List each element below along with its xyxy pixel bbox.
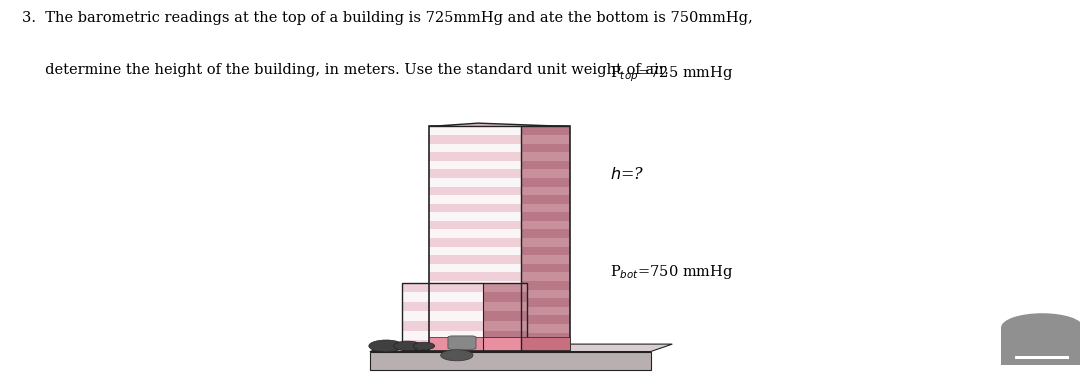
Text: P$_{top}$=725 mmHg: P$_{top}$=725 mmHg xyxy=(610,65,733,84)
Bar xyxy=(522,221,570,230)
Circle shape xyxy=(369,340,404,352)
Bar xyxy=(484,311,527,321)
Bar xyxy=(522,152,570,161)
Bar xyxy=(484,292,527,302)
Bar xyxy=(430,204,522,212)
Bar xyxy=(430,195,522,204)
Text: P$_{bot}$=750 mmHg: P$_{bot}$=750 mmHg xyxy=(610,263,733,280)
Bar xyxy=(522,333,570,341)
Bar xyxy=(522,230,570,238)
Bar xyxy=(402,283,484,292)
Bar xyxy=(522,135,570,144)
Bar xyxy=(430,135,522,144)
Bar xyxy=(402,331,484,340)
Bar xyxy=(484,302,527,311)
Bar xyxy=(522,272,570,281)
Bar xyxy=(1001,327,1080,365)
Bar xyxy=(484,283,527,292)
Bar xyxy=(430,324,522,333)
Bar xyxy=(430,272,522,281)
Bar xyxy=(522,187,570,195)
Bar xyxy=(369,352,650,370)
Bar xyxy=(430,247,522,255)
Bar xyxy=(522,247,570,255)
Text: determine the height of the building, in meters. Use the standard unit weight of: determine the height of the building, in… xyxy=(22,63,669,77)
Bar xyxy=(430,298,522,307)
Bar xyxy=(484,340,527,350)
Bar xyxy=(1015,356,1069,359)
Bar xyxy=(522,337,570,350)
Bar xyxy=(484,321,527,331)
Text: 3.  The barometric readings at the top of a building is 725mmHg and ate the bott: 3. The barometric readings at the top of… xyxy=(22,11,753,25)
Bar xyxy=(402,283,527,350)
Bar xyxy=(430,255,522,264)
Bar xyxy=(430,178,522,187)
Bar xyxy=(430,281,522,289)
Bar xyxy=(522,255,570,264)
Bar xyxy=(522,238,570,247)
Bar xyxy=(522,289,570,298)
Bar xyxy=(430,333,522,341)
Bar xyxy=(522,212,570,221)
Circle shape xyxy=(441,350,473,361)
Bar xyxy=(430,126,570,350)
Bar xyxy=(522,195,570,204)
Bar xyxy=(484,331,527,340)
Bar xyxy=(522,315,570,324)
Bar xyxy=(402,311,484,321)
Bar xyxy=(430,307,522,315)
Bar xyxy=(430,230,522,238)
FancyBboxPatch shape xyxy=(448,336,476,349)
Bar xyxy=(522,161,570,169)
Polygon shape xyxy=(369,344,672,352)
Bar xyxy=(522,178,570,187)
Bar xyxy=(430,187,522,195)
Bar xyxy=(430,341,522,350)
Bar xyxy=(522,341,570,350)
Bar xyxy=(522,204,570,212)
Bar xyxy=(402,340,484,350)
Bar xyxy=(430,169,522,178)
Bar xyxy=(402,321,484,331)
Bar xyxy=(430,264,522,272)
Bar xyxy=(522,126,570,135)
Circle shape xyxy=(394,341,422,351)
Polygon shape xyxy=(430,123,570,126)
Bar xyxy=(430,289,522,298)
Circle shape xyxy=(414,342,435,350)
Bar xyxy=(430,212,522,221)
Bar xyxy=(402,292,484,302)
Bar xyxy=(430,337,522,350)
Bar xyxy=(430,238,522,247)
Bar xyxy=(522,281,570,289)
Bar xyxy=(402,302,484,311)
Wedge shape xyxy=(1001,313,1080,327)
Bar xyxy=(430,126,522,135)
Bar xyxy=(430,221,522,230)
Text: $h$=?: $h$=? xyxy=(610,166,645,183)
Bar xyxy=(522,298,570,307)
Bar xyxy=(522,264,570,272)
Bar xyxy=(522,307,570,315)
Bar xyxy=(522,144,570,152)
Bar xyxy=(522,324,570,333)
Bar xyxy=(430,315,522,324)
Bar xyxy=(430,144,522,152)
Bar xyxy=(522,169,570,178)
Bar xyxy=(430,161,522,169)
Bar xyxy=(430,152,522,161)
